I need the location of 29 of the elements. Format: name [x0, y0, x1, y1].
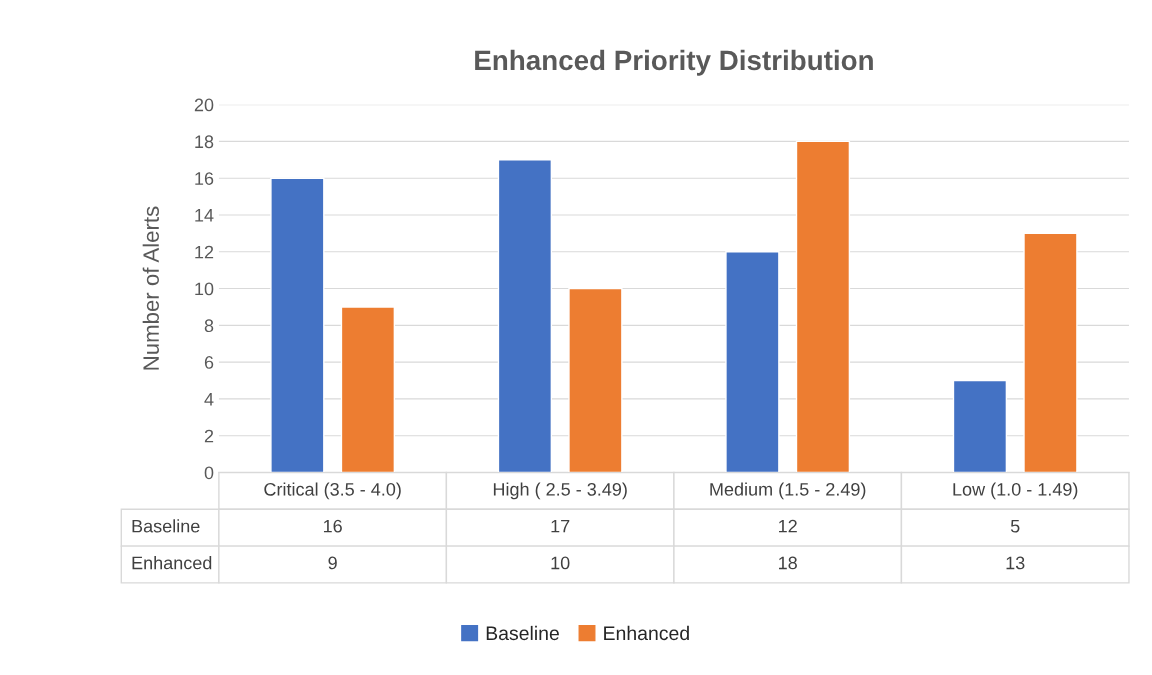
y-tick-label: 16: [195, 172, 214, 185]
y-tick-label: 8: [204, 319, 214, 333]
chart-title: Enhanced Priority Distribution: [475, 49, 873, 76]
y-tick-label: 4: [204, 393, 214, 406]
y-tick-label: 6: [204, 356, 214, 369]
y-tick-label: 0: [204, 466, 214, 480]
y-axis-title: Number of Alerts: [142, 206, 159, 370]
y-tick-label: 10: [195, 282, 214, 296]
data-label: 10: [551, 556, 570, 570]
data-label: 9: [328, 556, 337, 570]
x-tick-label: Critical (3.5 - 4.0): [264, 482, 401, 500]
data-label: 16: [323, 519, 342, 533]
legend-label: Enhanced: [604, 625, 689, 641]
data-label: 12: [779, 519, 797, 533]
y-tick-label: 14: [195, 209, 214, 222]
x-tick-label: Low (1.0 - 1.49): [953, 482, 1078, 500]
text: Baseline: [132, 519, 200, 533]
text: Enhanced: [132, 556, 212, 570]
y-tick-label: 2: [204, 429, 214, 443]
data-label: 17: [551, 519, 570, 533]
x-tick-label: Medium (1.5 - 2.49): [710, 482, 866, 500]
data-label: 5: [1010, 519, 1020, 533]
y-tick-label: 20: [194, 98, 214, 112]
legend-label: Baseline: [486, 625, 559, 641]
data-label: 18: [779, 556, 797, 570]
y-tick-label: 12: [195, 245, 214, 259]
data-label: 13: [1006, 556, 1025, 570]
y-tick-label: 18: [195, 135, 214, 149]
x-tick-label: High ( 2.5 - 3.49): [493, 482, 627, 500]
